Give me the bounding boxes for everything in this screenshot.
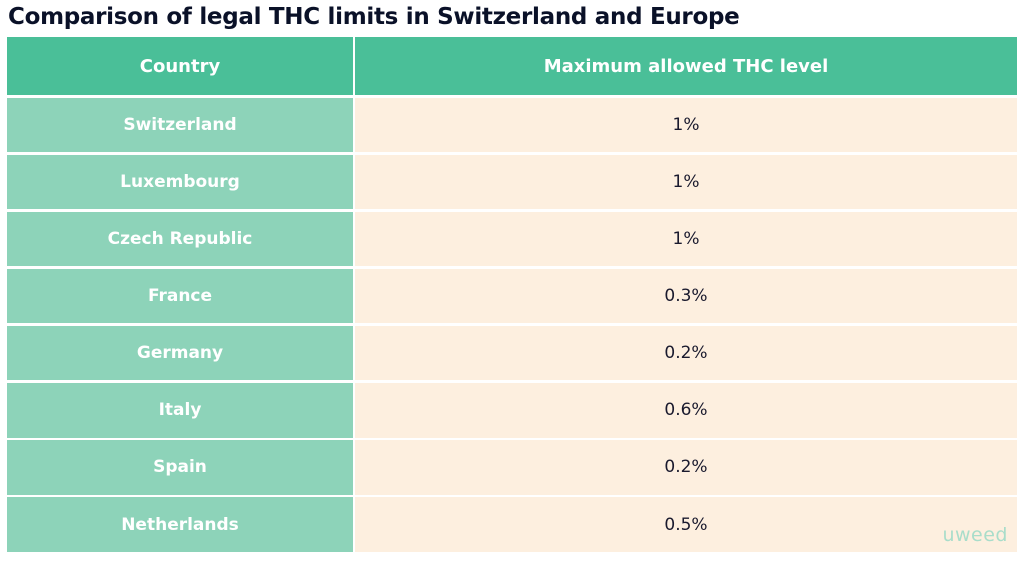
thc-value-cell: 0.3% [355,268,1017,324]
country-cell: France [7,268,353,324]
country-cell: Spain [7,440,353,495]
thc-value-cell: 0.2% [355,325,1017,381]
country-cell: Netherlands [7,497,353,552]
country-cell: Italy [7,383,353,438]
thc-value-cell: 0.6% [355,383,1017,438]
country-cell: Germany [7,325,353,381]
thc-value-cell: 1% [355,211,1017,267]
country-cell: Switzerland [7,97,353,153]
uweed-logo: uweed [942,524,1008,546]
page-title: Comparison of legal THC limits in Switze… [8,4,740,30]
header-country: Country [7,37,353,95]
thc-value-cell: 1% [355,97,1017,153]
header-max-thc: Maximum allowed THC level [355,37,1017,95]
thc-value-cell: 0.2% [355,440,1017,495]
country-cell: Czech Republic [7,211,353,267]
thc-value-cell: 0.5% [355,497,1017,552]
thc-comparison-table: Country Maximum allowed THC level Switze… [7,37,1017,552]
thc-value-cell: 1% [355,154,1017,210]
country-cell: Luxembourg [7,154,353,210]
